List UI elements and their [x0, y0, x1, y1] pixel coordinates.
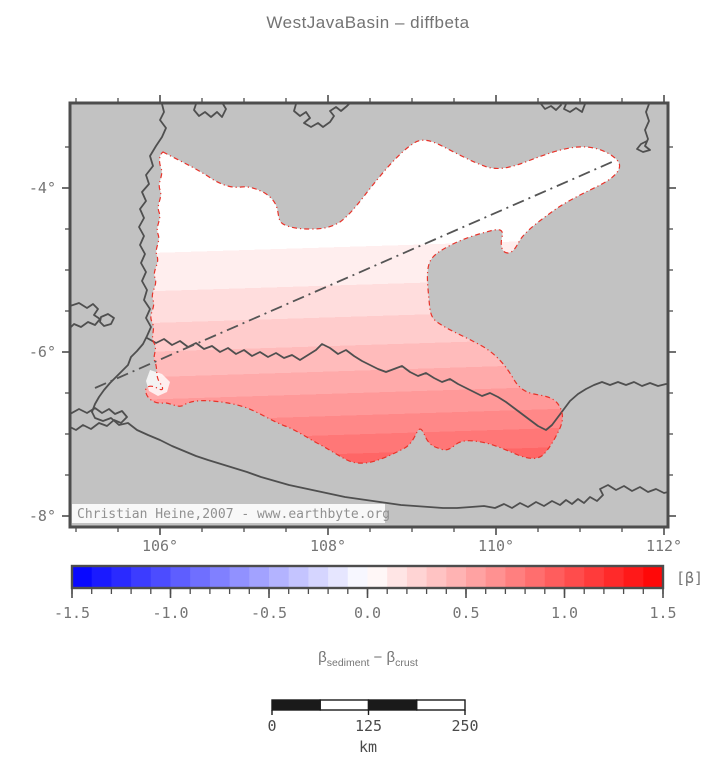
colorbar-cells: [72, 566, 664, 588]
colorbar-cell: [564, 566, 585, 588]
colorbar-cell: [269, 566, 290, 588]
coastline-small-island: [99, 313, 115, 327]
colorbar-cell: [525, 566, 546, 588]
colorbar-cell: [347, 566, 369, 588]
scale-bar-unit: km: [359, 738, 377, 756]
colorbar-cell: [603, 566, 625, 588]
colorbar-cell: [328, 566, 349, 588]
x-axis-tick-label: 110°: [478, 537, 514, 555]
colorbar-cell: [584, 566, 605, 588]
coastline-top-bay-a: [193, 104, 227, 118]
coastline-sumatra-peninsula: [71, 302, 101, 329]
coastline-top-bump-small: [540, 104, 562, 111]
colorbar-cell: [643, 566, 664, 588]
colorbar-cell: [367, 566, 388, 588]
colorbar-cell: [308, 566, 329, 588]
colorbar-cell: [485, 566, 506, 588]
colorbar-cell: [446, 566, 467, 588]
coastline-top-right-hook: [636, 104, 651, 153]
coastline-southwest-islands: [71, 407, 128, 431]
map-content: Christian Heine,2007 - www.earthbyte.org: [71, 104, 667, 523]
basin-outline: [145, 139, 621, 464]
coastline-north-java: [146, 337, 667, 431]
colorbar-tick-label: -0.5: [251, 604, 287, 622]
colorbar-tick-label: -1.5: [54, 604, 90, 622]
scale-bar-tick-label: 125: [355, 717, 382, 735]
coastline-top-bay-b: [293, 104, 350, 128]
colorbar-cell: [466, 566, 487, 588]
coastline-top-bump-c: [563, 104, 586, 113]
colorbar-cell: [72, 566, 93, 588]
colorbar-tick-label: -1.0: [152, 604, 188, 622]
quantity-sub1: sediment: [327, 657, 370, 669]
map-axes: 106° 108° 110° 112° -4° -6° -8°: [29, 95, 682, 555]
scale-bar: 0 125 250: [267, 699, 479, 735]
attribution-text: Christian Heine,2007 - www.earthbyte.org: [77, 507, 390, 522]
map-frame: [68, 101, 670, 529]
colorbar-cell: [150, 566, 172, 588]
colorbar-cell: [387, 566, 408, 588]
figure-title: WestJavaBasin – diffbeta: [266, 13, 469, 32]
quantity-operator: −: [369, 649, 386, 666]
colorbar-unit-label: [β]: [676, 569, 703, 587]
colorbar-cell: [229, 566, 250, 588]
colorbar-cell: [623, 566, 644, 588]
scale-bar-segment: [319, 699, 370, 711]
colorbar-cell: [406, 566, 428, 588]
colorbar-cell: [209, 566, 231, 588]
colorbar-tick-label: 1.0: [551, 604, 578, 622]
quantity-beta2: β: [386, 649, 395, 666]
y-axis-tick-label: -6°: [29, 343, 56, 361]
y-axis-tick-label: -8°: [29, 507, 56, 525]
x-axis-tick-label: 108°: [310, 537, 346, 555]
colorbar-cell: [249, 566, 270, 588]
quantity-sub2: crust: [395, 657, 418, 669]
quantity-label: βsediment − βcrust: [318, 649, 418, 669]
profile-line: [94, 161, 613, 389]
colorbar-ticks: -1.5 -1.0 -0.5 0.0 0.5 1.0 1.5: [54, 588, 677, 622]
scale-bar-tick-label: 250: [451, 717, 478, 735]
colorbar-cell: [131, 566, 152, 588]
y-axis-tick-label: -4°: [29, 179, 56, 197]
x-axis-tick-label: 106°: [142, 537, 178, 555]
coastline-west-java: [91, 104, 167, 413]
coastlines: [71, 104, 667, 509]
colorbar-tick-label: 1.5: [649, 604, 676, 622]
scale-bar-tick-label: 0: [267, 717, 276, 735]
quantity-beta1: β: [318, 649, 327, 666]
colorbar-cell: [170, 566, 191, 588]
coastline-south-java: [91, 411, 667, 509]
colorbar-cell: [111, 566, 132, 588]
colorbar-tick-label: 0.5: [452, 604, 479, 622]
colorbar-cell: [544, 566, 566, 588]
attribution-box: [72, 504, 385, 523]
colorbar-tick-label: 0.0: [354, 604, 381, 622]
colorbar-cell: [91, 566, 112, 588]
scale-bar-segment: [416, 699, 466, 711]
colorbar-cell: [505, 566, 526, 588]
scale-bar-segment: [271, 699, 321, 711]
colorbar-cell: [190, 566, 211, 588]
colorbar-cell: [288, 566, 309, 588]
basin-shaded-region: [145, 140, 620, 464]
scale-bar-segment: [367, 699, 418, 711]
colorbar-cell: [426, 566, 447, 588]
basin-light-patch: [146, 370, 170, 396]
x-axis-tick-label: 112°: [646, 537, 682, 555]
